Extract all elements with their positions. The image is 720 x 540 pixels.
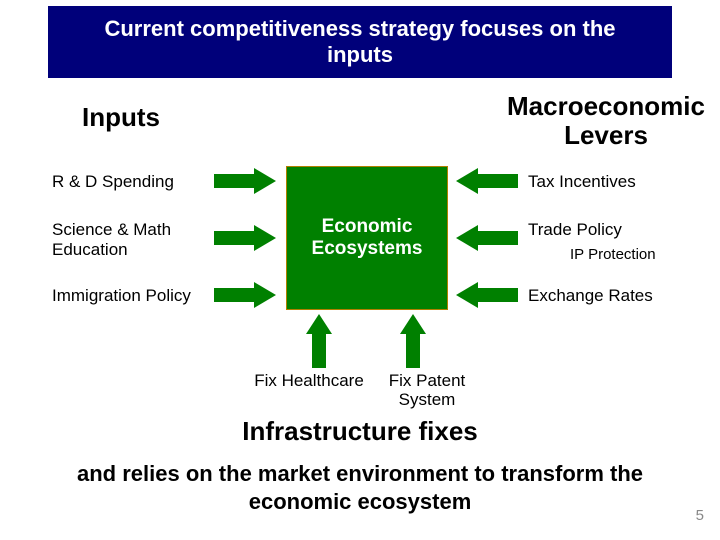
arrow-up-icon [306,314,332,368]
center-box-economic-ecosystems: Economic Ecosystems [286,166,448,310]
arrow-right-icon [214,168,276,194]
slide-title: Current competitiveness strategy focuses… [72,16,648,69]
inputs-heading: Inputs [82,102,160,133]
title-band: Current competitiveness strategy focuses… [48,6,672,78]
arrow-left-icon [456,168,518,194]
arrow-right-icon [214,282,276,308]
item-tax-incentives: Tax Incentives [528,172,636,192]
item-immigration-policy: Immigration Policy [52,286,191,306]
item-fix-patent-system: Fix Patent System [372,372,482,409]
infrastructure-heading: Infrastructure fixes [0,416,720,447]
arrow-right-icon [214,225,276,251]
footer-text: and relies on the market environment to … [60,460,660,515]
arrow-left-icon [456,282,518,308]
arrow-left-icon [456,225,518,251]
item-rd-spending: R & D Spending [52,172,174,192]
arrow-up-icon [400,314,426,368]
item-ip-protection: IP Protection [570,246,656,263]
center-box-label: Economic Ecosystems [287,216,447,260]
item-fix-healthcare: Fix Healthcare [254,372,364,391]
item-science-math-education: Science & Math Education [52,220,202,259]
page-number: 5 [696,507,704,524]
macro-heading: Macroeconomic Levers [496,92,716,149]
item-trade-policy: Trade Policy [528,220,622,240]
item-exchange-rates: Exchange Rates [528,286,653,306]
